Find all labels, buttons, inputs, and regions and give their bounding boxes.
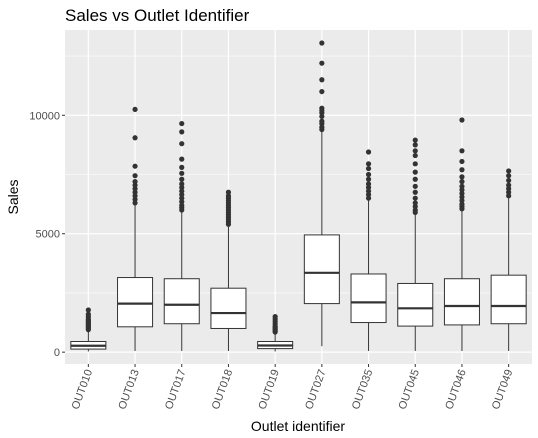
y-tick-label-0: 0 [54,347,60,359]
outlier-point [132,107,137,112]
y-axis: 0 5000 10000 [29,110,65,359]
outlier-point [413,196,418,201]
x-tick-label-OUT035: OUT035 [350,368,375,411]
outlier-point [459,174,464,179]
outlier-point [179,156,184,161]
outlier-point [413,190,418,195]
iqr-box [398,283,433,326]
outlier-point [319,106,324,111]
outlier-point [366,161,371,166]
outlier-point [459,159,464,164]
outlier-point [413,200,418,205]
outlier-point [459,167,464,172]
y-axis-title: Sales [5,179,21,214]
outlier-point [319,40,324,45]
x-tick-label-OUT049: OUT049 [490,368,515,411]
iqr-box [491,275,526,324]
x-tick-label-OUT019: OUT019 [256,368,281,411]
outlier-point [179,177,184,182]
outlier-point [319,119,324,124]
outlier-point [366,177,371,182]
outlier-point [506,183,511,188]
iqr-box [118,278,153,327]
iqr-box [211,288,246,328]
outlier-point [459,148,464,153]
x-tick-label-OUT018: OUT018 [210,368,235,411]
chart-title: Sales vs Outlet Identifier [65,6,250,25]
outlier-point [413,170,418,175]
outlier-point [506,173,511,178]
x-axis: OUT010 OUT013 OUT017 OUT018 OUT019 OUT027 OUT0… [70,364,516,411]
outlier-point [413,184,418,189]
outlier-point [319,61,324,66]
outlier-point [413,138,418,143]
outlier-point [413,153,418,158]
x-tick-label-OUT017: OUT017 [163,368,188,411]
outlier-point [132,179,137,184]
outlier-point [366,181,371,186]
outlier-point [179,181,184,186]
x-tick-label-OUT046: OUT046 [443,368,468,411]
outlier-point [413,161,418,166]
outlier-point [319,89,324,94]
outlier-point [366,149,371,154]
outlier-point [506,178,511,183]
outlier-point [366,166,371,171]
y-tick-label-1: 5000 [36,229,60,241]
x-tick-label-OUT045: OUT045 [397,368,422,411]
outlier-point [179,129,184,134]
x-tick-label-OUT013: OUT013 [116,368,141,411]
outlier-point [179,165,184,170]
x-axis-title: Outlet identifier [251,418,345,434]
iqr-box [444,279,479,325]
outlier-point [459,117,464,122]
iqr-box [164,279,199,324]
outlier-point [413,142,418,147]
outlier-point [459,179,464,184]
x-tick-label-OUT027: OUT027 [303,368,328,411]
iqr-box [351,274,386,323]
outlier-point [132,135,137,140]
outlier-point [179,171,184,176]
outlier-point [459,184,464,189]
outlier-point [226,190,231,195]
outlier-point [273,314,278,319]
outlier-point [319,77,324,82]
x-tick-label-OUT010: OUT010 [70,368,95,411]
outlier-point [86,307,91,312]
iqr-box [304,235,339,304]
y-tick-label-2: 10000 [29,110,60,122]
outlier-point [132,173,137,178]
outlier-point [413,177,418,182]
outlier-point [366,172,371,177]
outlier-point [132,164,137,169]
outlier-point [506,168,511,173]
outlier-point [413,148,418,153]
outlier-point [179,121,184,126]
outlier-point [179,141,184,146]
